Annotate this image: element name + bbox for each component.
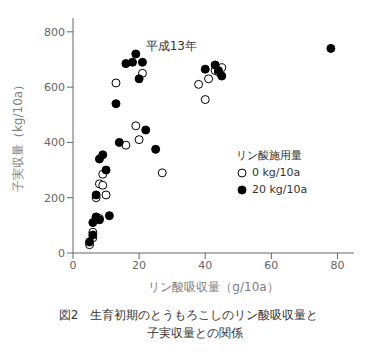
svg-text:200: 200 bbox=[44, 192, 65, 205]
svg-text:20: 20 bbox=[132, 259, 146, 272]
svg-text:0: 0 bbox=[58, 247, 65, 260]
html-text:リン酸施用量: リン酸施用量 bbox=[236, 149, 302, 163]
svg-text:平成13年: 平成13年 bbox=[146, 39, 197, 53]
svg-text:0: 0 bbox=[70, 259, 77, 272]
svg-text:40: 40 bbox=[198, 259, 212, 272]
svg-text:リン酸吸収量（g/10a）: リン酸吸収量（g/10a） bbox=[148, 280, 278, 294]
svg-text:子実収量（kg/10a）: 子実収量（kg/10a） bbox=[11, 79, 25, 192]
html-text:20 kg/10a: 20 kg/10a bbox=[252, 183, 308, 197]
html-text:0 kg/10a: 0 kg/10a bbox=[252, 166, 301, 180]
svg-text:800: 800 bbox=[44, 26, 65, 39]
html-text:子実収量との関係: 子実収量との関係 bbox=[134, 326, 243, 340]
svg-text:60: 60 bbox=[264, 259, 278, 272]
html-text:図2 生育初期のとうもろこしのリン酸吸収量と: 図2 生育初期のとうもろこしのリン酸吸収量と bbox=[58, 308, 319, 322]
svg-text:600: 600 bbox=[44, 81, 65, 94]
svg-text:80: 80 bbox=[330, 259, 344, 272]
svg-text:400: 400 bbox=[44, 136, 65, 149]
